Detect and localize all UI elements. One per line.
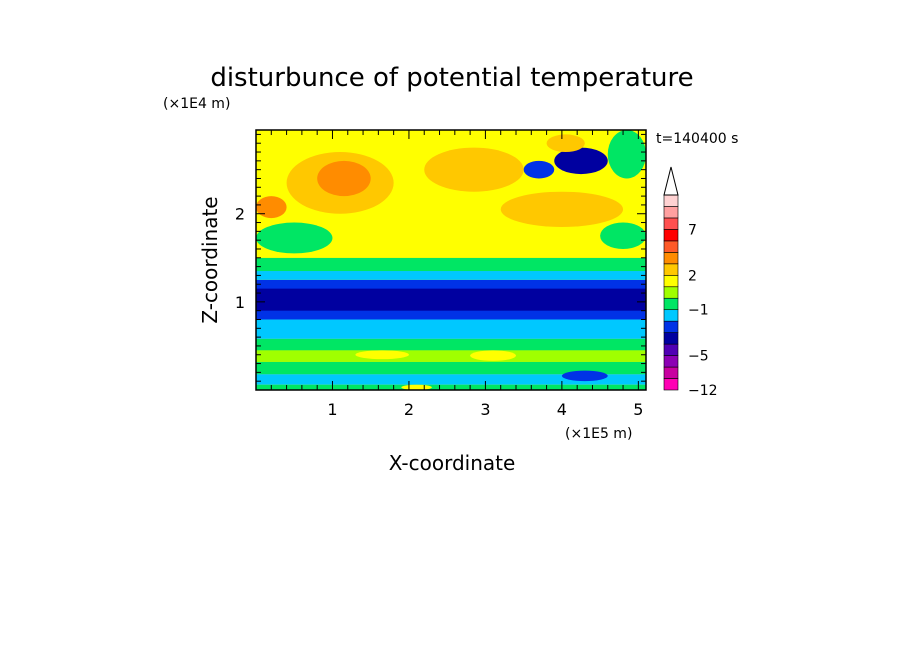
colorbar-extend-arrow: [663, 166, 679, 196]
x-unit-label: (×1E5 m): [565, 426, 632, 442]
contour-band-0: [256, 384, 646, 390]
y-unit-label: (×1E4 m): [163, 96, 230, 112]
colorbar-swatch-3: [663, 343, 679, 356]
x-tick-label: 3: [480, 400, 490, 419]
contour-feature-2: [523, 160, 555, 179]
x-tick-label: 4: [557, 400, 567, 419]
contour-band-8: [256, 257, 646, 272]
y-axis-label: Z-coordinate: [198, 196, 222, 323]
x-tick-label: 5: [633, 400, 643, 419]
contour-feature-6: [500, 191, 624, 227]
contour-feature-7: [256, 196, 287, 219]
colorbar-swatch-12: [663, 240, 679, 253]
contour-band-2: [256, 361, 646, 375]
colorbar-swatch-1: [663, 366, 679, 379]
colorbar-swatch-11: [663, 252, 679, 265]
colorbar-tick-label: −5: [688, 349, 709, 365]
colorbar-swatch-8: [663, 286, 679, 299]
contour-feature-12: [355, 350, 409, 360]
colorbar-swatch-15: [663, 206, 679, 219]
contour-feature-8: [546, 134, 585, 153]
contour-feature-11: [607, 130, 646, 179]
contour-feature-0: [256, 288, 646, 311]
y-axis: 12: [235, 133, 646, 382]
colorbar-swatch-13: [663, 229, 679, 242]
y-tick-label: 1: [235, 293, 245, 312]
colorbar: 7 2 −1 −5 −12: [663, 166, 718, 399]
colorbar-swatch-7: [663, 297, 679, 311]
contour-feature-15: [561, 370, 608, 382]
contour-feature-1: [554, 147, 608, 175]
colorbar-swatch-10: [663, 263, 679, 276]
colorbar-swatch-9: [663, 274, 679, 288]
x-tick-label: 2: [404, 400, 414, 419]
contour-band-1: [256, 374, 646, 385]
colorbar-tick-label: 2: [688, 268, 697, 284]
colorbar-tick-label: −12: [688, 383, 718, 399]
contour-feature-9: [256, 222, 333, 254]
colorbar-swatch-4: [663, 332, 679, 345]
contour-feature-4: [317, 160, 371, 197]
colorbar-tick-label: 7: [688, 222, 697, 238]
colorbar-swatch-5: [663, 320, 679, 333]
colorbar-swatch-14: [663, 217, 679, 230]
contour-band-7: [256, 271, 646, 280]
colorbar-swatch-2: [663, 355, 679, 368]
contour-feature-5: [424, 147, 524, 192]
colorbar-swatch-0: [663, 378, 679, 391]
colorbar-swatch-6: [663, 309, 679, 322]
colorbar-tick-label: −1: [688, 303, 709, 319]
contour-field: [256, 130, 646, 390]
chart-title: disturbunce of potential temperature: [210, 63, 693, 93]
contour-feature-10: [600, 222, 646, 249]
x-axis-label: X-coordinate: [389, 451, 516, 475]
contour-feature-14: [401, 384, 432, 390]
colorbar-swatch-16: [663, 194, 679, 207]
contour-feature-13: [470, 350, 516, 361]
x-axis: 1 2 3 4 5: [270, 130, 643, 419]
contour-band-5: [256, 319, 646, 339]
y-tick-label: 2: [235, 205, 245, 224]
contour-band-4: [256, 338, 646, 351]
contour-band-3: [256, 350, 646, 362]
x-tick-label: 1: [327, 400, 337, 419]
time-label: t=140400 s: [656, 131, 738, 147]
plot-frame: [255, 129, 647, 391]
